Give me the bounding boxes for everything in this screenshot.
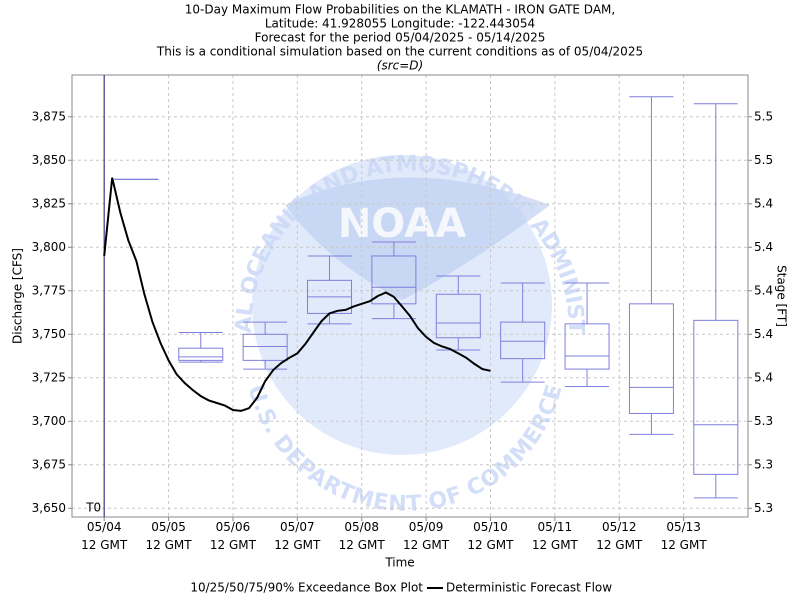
x-tick-label: 05/10 12 GMT	[467, 520, 514, 552]
y2-tick-label: 5.5	[754, 109, 773, 123]
x-tick-label: 05/09 12 GMT	[403, 520, 450, 552]
x-tick-label-line: 12 GMT	[210, 538, 257, 552]
x-tick-label: 05/08 12 GMT	[339, 520, 386, 552]
x-tick-label: 05/07 12 GMT	[274, 520, 321, 552]
legend-label: Deterministic Forecast Flow	[446, 581, 612, 595]
y2-tick-label: 5.3	[754, 414, 773, 428]
y2-tick-label: 5.4	[754, 283, 773, 297]
y2-tick-label: 5.3	[754, 457, 773, 471]
y2-axis-label: Stage [FT]	[775, 265, 789, 327]
x-tick-label: 05/04 12 GMT	[81, 520, 128, 552]
y-tick-label: 3,750	[32, 327, 66, 341]
y-tick-label: 3,650	[32, 501, 66, 515]
chart-title: 10-Day Maximum Flow Probabilities on the…	[185, 3, 615, 17]
t0-label: T0	[85, 501, 101, 515]
x-tick-label-line: 12 GMT	[661, 538, 708, 552]
watermark-logo: NOAA	[338, 201, 466, 247]
x-tick-label-line: 05/08	[344, 520, 379, 534]
y2-tick-label: 5.4	[754, 240, 773, 254]
x-tick-label: 05/05 12 GMT	[146, 520, 193, 552]
x-axis-label: Time	[384, 556, 414, 570]
watermark-bird	[285, 177, 550, 300]
x-tick-label-line: 05/10	[473, 520, 508, 534]
box	[500, 321, 546, 360]
box	[628, 303, 674, 414]
x-tick-label-line: 12 GMT	[532, 538, 579, 552]
x-tick-label-line: 05/04	[87, 520, 122, 534]
y-tick-label: 3,825	[32, 196, 66, 210]
y2-tick-label: 5.4	[754, 327, 773, 341]
y-tick-label: 3,800	[32, 240, 66, 254]
x-tick-label-line: 12 GMT	[467, 538, 514, 552]
y2-tick-label: 5.5	[754, 153, 773, 167]
x-tick-label: 05/11 12 GMT	[532, 520, 579, 552]
y2-tick-label: 5.3	[754, 501, 773, 515]
x-tick-label-line: 12 GMT	[81, 538, 128, 552]
y-tick-label: 3,675	[32, 457, 66, 471]
y-tick-label: 3,700	[32, 414, 66, 428]
y-tick-label: 3,775	[32, 283, 66, 297]
x-tick-label-line: 05/13	[666, 520, 701, 534]
chart-title: Latitude: 41.928055 Longitude: -122.4430…	[265, 17, 535, 31]
x-tick-label: 05/13 12 GMT	[661, 520, 708, 552]
box	[435, 293, 481, 339]
chart-subtitle: (src=D)	[377, 59, 423, 73]
watermark: NOAA NATIONAL OCEANIC AND ATMOSPHERIC AD…	[0, 0, 588, 517]
legend-label: 10/25/50/75/90% Exceedance Box Plot	[190, 581, 423, 595]
x-tick-label-line: 12 GMT	[339, 538, 386, 552]
y-tick-label: 3,875	[32, 109, 66, 123]
x-tick-label-line: 05/05	[151, 520, 186, 534]
forecast-line	[103, 177, 491, 412]
x-tick-label-line: 05/06	[216, 520, 251, 534]
box	[371, 255, 417, 305]
y2-tick-label: 5.4	[754, 370, 773, 384]
chart-title: Forecast for the period 05/04/2025 - 05/…	[255, 31, 546, 45]
x-tick-label: 05/12 12 GMT	[596, 520, 643, 552]
x-tick-label-line: 12 GMT	[596, 538, 643, 552]
y-axis-label: Discharge [CFS]	[11, 248, 25, 344]
x-tick-label-line: 05/12	[602, 520, 637, 534]
chart-title: This is a conditional simulation based o…	[156, 45, 643, 59]
box	[693, 319, 739, 475]
x-tick-label-line: 12 GMT	[403, 538, 450, 552]
x-tick-label-line: 12 GMT	[146, 538, 193, 552]
y-tick-label: 3,725	[32, 370, 66, 384]
box	[178, 347, 224, 361]
x-tick-label: 05/06 12 GMT	[210, 520, 257, 552]
y2-tick-label: 5.4	[754, 196, 773, 210]
box	[242, 333, 288, 361]
y-tick-label: 3,850	[32, 153, 66, 167]
x-tick-label-line: 12 GMT	[274, 538, 321, 552]
x-tick-label-line: 05/07	[280, 520, 315, 534]
box	[564, 323, 610, 370]
x-tick-label-line: 05/09	[409, 520, 444, 534]
x-tick-label-line: 05/11	[538, 520, 573, 534]
plot-frame	[71, 74, 749, 518]
